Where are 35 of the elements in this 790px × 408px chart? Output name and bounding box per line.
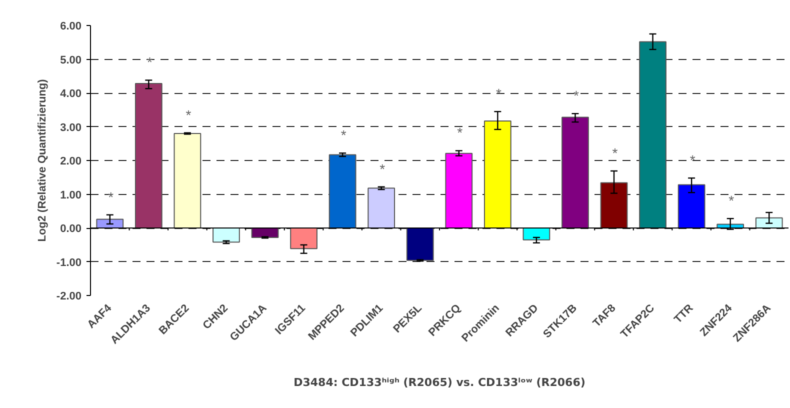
bar xyxy=(406,228,434,261)
y-tick-label: 0.00 xyxy=(60,223,82,235)
annotation: * xyxy=(457,124,464,141)
annotation: * xyxy=(340,127,347,144)
bar xyxy=(212,228,240,243)
bar xyxy=(562,116,589,228)
bar xyxy=(328,154,356,228)
y-axis-title: Log2 (Relative Quantifizierung) xyxy=(36,78,48,242)
bar xyxy=(484,120,512,228)
y-tick-label: 3.00 xyxy=(60,122,82,134)
annotation: * xyxy=(186,106,192,123)
y-tick-label: 1.00 xyxy=(60,189,82,202)
bar xyxy=(134,83,162,228)
bar xyxy=(639,41,666,228)
y-tick-label: 2.00 xyxy=(60,156,82,168)
bar xyxy=(600,182,628,228)
annotation: * xyxy=(612,144,618,161)
annotation: * xyxy=(380,160,386,177)
bar xyxy=(445,152,473,228)
bar xyxy=(522,228,550,240)
y-tick-label: -2.00 xyxy=(56,290,82,302)
y-tick-label: 6.00 xyxy=(60,20,82,32)
bar xyxy=(368,188,396,228)
annotation: * xyxy=(574,88,580,104)
y-tick-label: -1.00 xyxy=(56,256,82,269)
annotation: * xyxy=(728,192,735,209)
bar xyxy=(678,184,706,228)
bar xyxy=(96,218,124,228)
y-tick-label: 5.00 xyxy=(60,54,82,66)
bar xyxy=(174,133,202,228)
bar xyxy=(290,228,318,250)
y-tick-label: 4.00 xyxy=(60,88,82,100)
x-tick-label: TTR xyxy=(672,302,696,326)
annotation: * xyxy=(690,152,696,168)
x-axis-title: D3484: CD133ʰⁱᵍʰ (R2065) vs. CD133ˡᵒʷ (R2066) xyxy=(294,376,586,389)
